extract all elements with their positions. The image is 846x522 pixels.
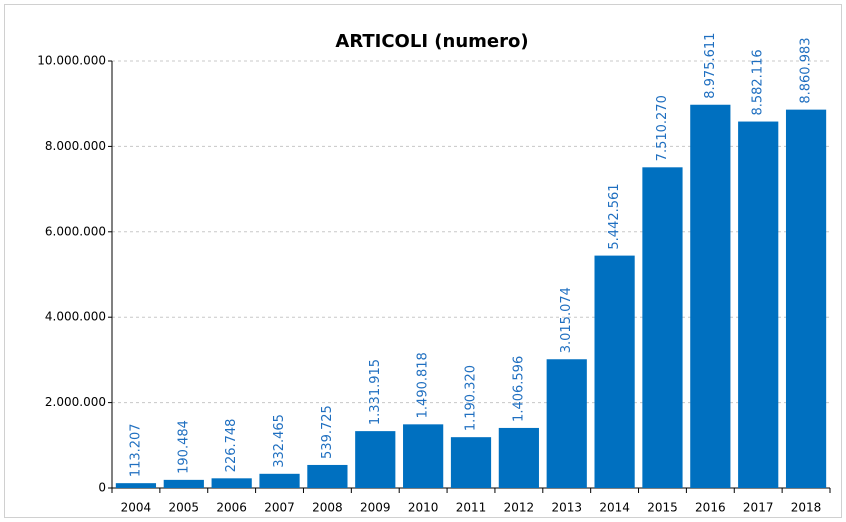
x-tick-label: 2017: [743, 501, 774, 515]
data-label: 8.975.611: [703, 33, 718, 99]
bar: [259, 473, 300, 488]
y-tick-label: 0: [98, 481, 106, 495]
data-label: 1.331.915: [368, 359, 383, 425]
x-tick-label: 2013: [551, 501, 582, 515]
y-tick-label: 2.000.000: [45, 395, 106, 409]
data-label: 7.510.270: [655, 95, 670, 161]
bar: [690, 104, 731, 489]
x-tick-label: 2009: [360, 501, 391, 515]
bar: [498, 427, 539, 488]
bar: [738, 121, 779, 489]
x-tick-label: 2010: [408, 501, 439, 515]
data-label: 1.190.320: [464, 365, 479, 431]
x-tick-label: 2011: [456, 501, 487, 515]
x-tick-label: 2016: [695, 501, 726, 515]
y-tick-label: 6.000.000: [45, 224, 106, 238]
bar: [163, 479, 204, 488]
x-tick-label: 2015: [647, 501, 678, 515]
x-tick-label: 2012: [504, 501, 535, 515]
bar: [211, 478, 252, 488]
x-tick-label: 2014: [599, 501, 630, 515]
data-label: 226.748: [224, 419, 239, 473]
data-label: 8.582.116: [751, 49, 766, 115]
x-tick-label: 2018: [791, 501, 822, 515]
bar: [355, 431, 396, 488]
data-label: 1.490.818: [416, 352, 431, 418]
bar: [785, 109, 827, 489]
data-label: 113.207: [128, 423, 143, 477]
bar: [307, 464, 348, 488]
x-tick-label: 2007: [264, 501, 295, 515]
chart-frame: [4, 4, 842, 518]
data-label: 332.465: [272, 414, 287, 468]
data-label: 1.406.596: [511, 356, 526, 422]
data-label: 8.860.983: [799, 37, 814, 103]
bar: [546, 359, 587, 488]
data-label: 3.015.074: [559, 287, 574, 353]
x-tick-label: 2004: [121, 501, 152, 515]
x-tick-label: 2006: [216, 501, 247, 515]
y-tick-label: 4.000.000: [45, 310, 106, 324]
bar: [450, 437, 492, 488]
bar: [115, 483, 157, 488]
x-tick-label: 2008: [312, 501, 343, 515]
x-tick-label: 2005: [169, 501, 200, 515]
data-label: 539.725: [320, 405, 335, 459]
chart-title: ARTICOLI (numero): [335, 31, 528, 52]
y-tick-label: 10.000.000: [37, 54, 106, 68]
y-tick-label: 8.000.000: [45, 139, 106, 153]
data-label: 5.442.561: [607, 183, 622, 249]
data-label: 190.484: [176, 420, 191, 474]
bar: [403, 424, 444, 488]
bar: [594, 255, 635, 488]
bar: [642, 167, 683, 489]
